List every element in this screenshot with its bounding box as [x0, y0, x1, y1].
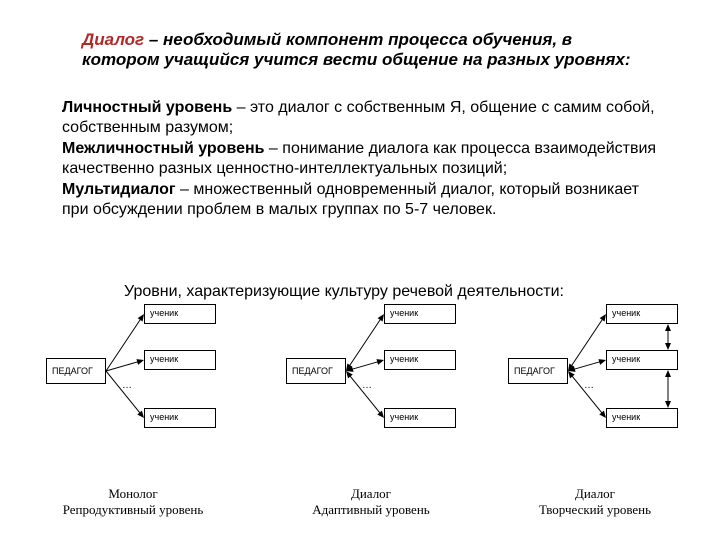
term-3: Мультидиалог: [62, 181, 176, 198]
diagram-area: ПЕДАГОГученикученикученик…ПЕДАГОГученику…: [0, 300, 720, 470]
caption-3-line1: Диалог: [575, 486, 615, 501]
diagram-panel-1: ПЕДАГОГученикученикученик…: [46, 300, 256, 470]
page-title: Диалог – необходимый компонент процесса …: [82, 30, 642, 70]
caption-2-line1: Диалог: [351, 486, 391, 501]
title-accent: Диалог: [82, 30, 144, 49]
term-1: Личностный уровень: [62, 99, 232, 116]
title-rest: – необходимый компонент процесса обучени…: [82, 30, 631, 69]
arrows-svg: [46, 300, 256, 470]
caption-2-line2: Адаптивный уровень: [312, 502, 429, 517]
caption-1-line1: Монолог: [108, 486, 157, 501]
caption-3: Диалог Творческий уровень: [500, 486, 690, 517]
caption-1-line2: Репродуктивный уровень: [63, 502, 204, 517]
body-text: Личностный уровень – это диалог с собств…: [62, 98, 662, 221]
diagram-panel-3: ПЕДАГОГученикученикученик…: [508, 300, 718, 470]
diagram-panel-2: ПЕДАГОГученикученикученик…: [286, 300, 496, 470]
arrows-svg: [286, 300, 496, 470]
subheading: Уровни, характеризующие культуру речевой…: [124, 283, 564, 301]
caption-2: Диалог Адаптивный уровень: [276, 486, 466, 517]
term-2: Межличностный уровень: [62, 140, 264, 157]
arrows-svg: [508, 300, 718, 470]
caption-1: Монолог Репродуктивный уровень: [38, 486, 228, 517]
caption-3-line2: Творческий уровень: [539, 502, 651, 517]
